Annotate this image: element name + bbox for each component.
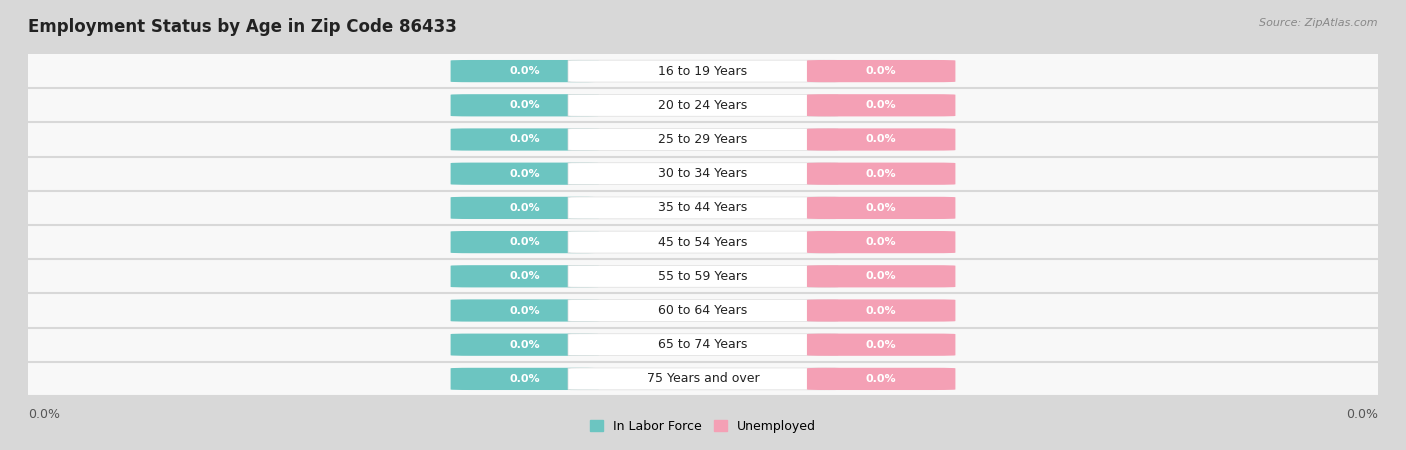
FancyBboxPatch shape — [807, 60, 956, 82]
FancyBboxPatch shape — [568, 266, 838, 287]
Bar — [28, 225, 1378, 259]
FancyBboxPatch shape — [568, 231, 838, 253]
FancyBboxPatch shape — [568, 163, 838, 184]
FancyBboxPatch shape — [807, 299, 956, 322]
FancyBboxPatch shape — [568, 334, 838, 356]
Text: 0.0%: 0.0% — [866, 203, 897, 213]
FancyBboxPatch shape — [807, 94, 956, 117]
FancyBboxPatch shape — [807, 197, 956, 219]
Text: 20 to 24 Years: 20 to 24 Years — [658, 99, 748, 112]
Bar — [28, 259, 1378, 293]
Text: 0.0%: 0.0% — [509, 169, 540, 179]
Text: 0.0%: 0.0% — [866, 237, 897, 247]
Text: 0.0%: 0.0% — [866, 374, 897, 384]
Text: 75 Years and over: 75 Years and over — [647, 373, 759, 385]
FancyBboxPatch shape — [807, 128, 956, 151]
Text: 0.0%: 0.0% — [509, 340, 540, 350]
Text: 0.0%: 0.0% — [509, 203, 540, 213]
FancyBboxPatch shape — [450, 265, 599, 288]
Text: 0.0%: 0.0% — [1346, 408, 1378, 420]
Text: 0.0%: 0.0% — [509, 135, 540, 144]
Text: 65 to 74 Years: 65 to 74 Years — [658, 338, 748, 351]
FancyBboxPatch shape — [807, 368, 956, 390]
FancyBboxPatch shape — [450, 368, 599, 390]
FancyBboxPatch shape — [568, 368, 838, 390]
Text: 0.0%: 0.0% — [509, 237, 540, 247]
Text: 0.0%: 0.0% — [866, 340, 897, 350]
Text: 0.0%: 0.0% — [509, 66, 540, 76]
Bar — [28, 362, 1378, 396]
Text: 16 to 19 Years: 16 to 19 Years — [658, 65, 748, 77]
FancyBboxPatch shape — [568, 300, 838, 321]
FancyBboxPatch shape — [450, 299, 599, 322]
Text: 0.0%: 0.0% — [866, 100, 897, 110]
FancyBboxPatch shape — [450, 128, 599, 151]
Text: 45 to 54 Years: 45 to 54 Years — [658, 236, 748, 248]
Bar — [28, 157, 1378, 191]
Text: 55 to 59 Years: 55 to 59 Years — [658, 270, 748, 283]
Bar — [28, 54, 1378, 88]
Bar — [28, 293, 1378, 328]
FancyBboxPatch shape — [450, 197, 599, 219]
Text: 0.0%: 0.0% — [866, 135, 897, 144]
FancyBboxPatch shape — [450, 94, 599, 117]
FancyBboxPatch shape — [568, 60, 838, 82]
Text: 35 to 44 Years: 35 to 44 Years — [658, 202, 748, 214]
Text: 0.0%: 0.0% — [866, 271, 897, 281]
FancyBboxPatch shape — [450, 60, 599, 82]
FancyBboxPatch shape — [807, 333, 956, 356]
FancyBboxPatch shape — [568, 94, 838, 116]
Text: 0.0%: 0.0% — [509, 306, 540, 315]
Text: 25 to 29 Years: 25 to 29 Years — [658, 133, 748, 146]
Text: 0.0%: 0.0% — [866, 169, 897, 179]
Text: 0.0%: 0.0% — [509, 271, 540, 281]
Text: 0.0%: 0.0% — [866, 66, 897, 76]
Legend: In Labor Force, Unemployed: In Labor Force, Unemployed — [585, 414, 821, 438]
FancyBboxPatch shape — [568, 129, 838, 150]
FancyBboxPatch shape — [807, 231, 956, 253]
Text: 60 to 64 Years: 60 to 64 Years — [658, 304, 748, 317]
Bar — [28, 328, 1378, 362]
Text: 0.0%: 0.0% — [509, 374, 540, 384]
FancyBboxPatch shape — [807, 265, 956, 288]
FancyBboxPatch shape — [450, 333, 599, 356]
Bar — [28, 191, 1378, 225]
FancyBboxPatch shape — [450, 231, 599, 253]
FancyBboxPatch shape — [807, 162, 956, 185]
Text: 30 to 34 Years: 30 to 34 Years — [658, 167, 748, 180]
FancyBboxPatch shape — [450, 162, 599, 185]
Text: Source: ZipAtlas.com: Source: ZipAtlas.com — [1260, 18, 1378, 28]
Bar — [28, 122, 1378, 157]
Text: 0.0%: 0.0% — [28, 408, 60, 420]
Bar — [28, 88, 1378, 122]
Text: 0.0%: 0.0% — [509, 100, 540, 110]
Text: Employment Status by Age in Zip Code 86433: Employment Status by Age in Zip Code 864… — [28, 18, 457, 36]
FancyBboxPatch shape — [568, 197, 838, 219]
Text: 0.0%: 0.0% — [866, 306, 897, 315]
